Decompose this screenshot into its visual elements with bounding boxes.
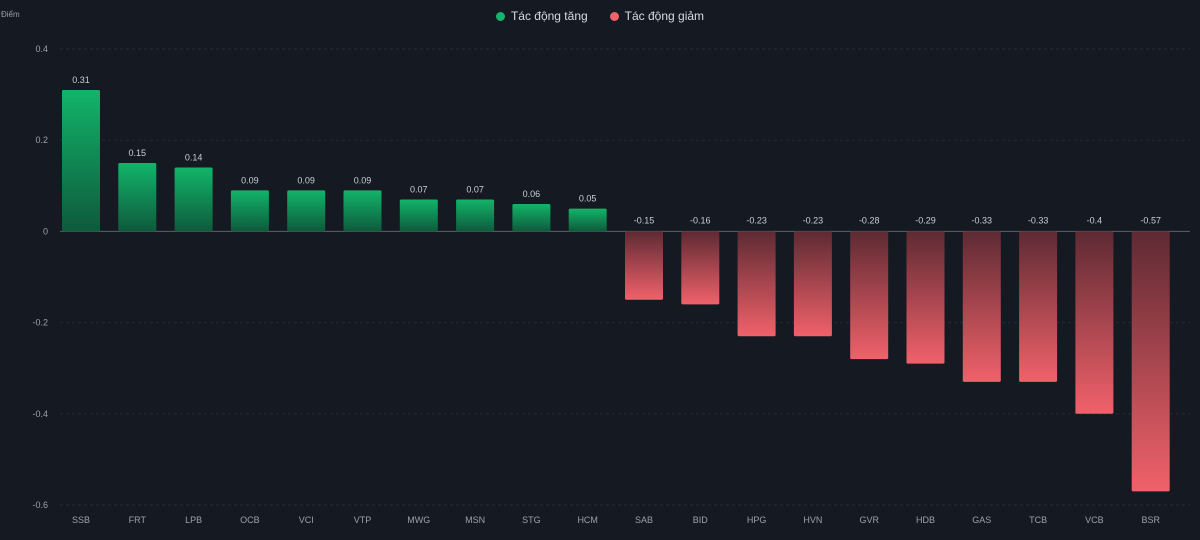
bar-msn[interactable] <box>456 199 495 232</box>
data-label-msn: 0.07 <box>466 184 484 194</box>
bar-mwg[interactable] <box>399 199 438 232</box>
data-label-mwg: 0.07 <box>410 184 428 194</box>
x-tick-label-vci: VCI <box>299 515 314 525</box>
bar-hpg[interactable] <box>737 231 776 337</box>
data-label-lpb: 0.14 <box>185 153 203 163</box>
x-tick-label-frt: FRT <box>129 515 147 525</box>
legend-label-increase: Tác động tăng <box>510 9 588 23</box>
data-label-hcm: 0.05 <box>579 194 597 204</box>
y-tick-label: -0.2 <box>32 318 48 328</box>
data-label-ssb: 0.31 <box>72 75 90 85</box>
legend-label-decrease: Tác động giảm <box>624 9 705 23</box>
legend-item-increase[interactable]: Tác động tăng <box>495 9 588 23</box>
x-tick-label-gas: GAS <box>972 515 991 525</box>
y-tick-label: -0.6 <box>32 500 48 510</box>
bar-tcb[interactable] <box>1019 231 1058 382</box>
x-tick-label-ocb: OCB <box>240 515 260 525</box>
y-axis-ticks: 0.4 0.2 0 -0.2 -0.4 -0.6 <box>32 44 48 510</box>
bars <box>62 90 1170 492</box>
data-label-stg: 0.06 <box>523 189 541 199</box>
bar-bid[interactable] <box>681 231 720 305</box>
x-axis-ticks: SSB FRT LPB OCB VCI VTP MWG MSN STG HCM SAB BID HPG H… <box>72 515 1160 525</box>
legend-item-decrease[interactable]: Tác động giảm <box>609 9 705 23</box>
data-label-bid: -0.16 <box>690 215 711 225</box>
bar-hcm[interactable] <box>568 208 607 232</box>
x-tick-label-hpg: HPG <box>747 515 767 525</box>
bar-lpb[interactable] <box>174 167 213 232</box>
x-tick-label-tcb: TCB <box>1029 515 1047 525</box>
bar-frt[interactable] <box>118 163 157 232</box>
legend: Tác động tăng Tác động giảm <box>0 9 1200 23</box>
x-tick-label-bsr: BSR <box>1141 515 1160 525</box>
bar-vtp[interactable] <box>343 190 382 232</box>
data-label-frt: 0.15 <box>129 148 147 158</box>
x-tick-label-vcb: VCB <box>1085 515 1104 525</box>
data-labels: 0.31 0.15 0.14 0.09 0.09 0.09 0.07 0.07 0.06 0.05… <box>72 75 1161 225</box>
x-tick-label-hdb: HDB <box>916 515 935 525</box>
bar-sab[interactable] <box>625 231 663 300</box>
legend-dot-increase-icon <box>495 11 505 21</box>
data-label-gas: -0.33 <box>972 215 993 225</box>
y-tick-label: -0.4 <box>32 409 48 419</box>
x-tick-label-mwg: MWG <box>407 515 430 525</box>
bar-vcb[interactable] <box>1075 231 1114 414</box>
x-tick-label-hcm: HCM <box>577 515 598 525</box>
bar-vci[interactable] <box>287 190 326 232</box>
bar-gvr[interactable] <box>850 231 889 360</box>
bar-bsr[interactable] <box>1131 231 1170 492</box>
bar-hvn[interactable] <box>793 231 832 337</box>
x-tick-label-sab: SAB <box>635 515 653 525</box>
y-tick-label: 0 <box>43 226 48 236</box>
x-tick-label-bid: BID <box>693 515 709 525</box>
data-label-ocb: 0.09 <box>241 175 259 185</box>
x-tick-label-msn: MSN <box>465 515 485 525</box>
x-tick-label-stg: STG <box>522 515 541 525</box>
data-label-hdb: -0.29 <box>915 215 936 225</box>
bar-ocb[interactable] <box>230 190 269 232</box>
data-label-vtp: 0.09 <box>354 175 372 185</box>
bar-gas[interactable] <box>962 231 1001 382</box>
x-tick-label-ssb: SSB <box>72 515 90 525</box>
data-label-sab: -0.15 <box>634 215 655 225</box>
data-label-vcb: -0.4 <box>1087 215 1103 225</box>
bar-stg[interactable] <box>512 204 551 232</box>
bar-ssb[interactable] <box>62 90 100 232</box>
y-tick-label: 0.4 <box>35 44 48 54</box>
y-axis-label: Điểm <box>1 10 20 19</box>
x-tick-label-gvr: GVR <box>859 515 879 525</box>
data-label-hvn: -0.23 <box>803 215 824 225</box>
x-tick-label-lpb: LPB <box>185 515 202 525</box>
data-label-gvr: -0.28 <box>859 215 880 225</box>
legend-dot-decrease-icon <box>609 11 619 21</box>
x-tick-label-vtp: VTP <box>354 515 372 525</box>
grid-lines <box>60 48 1190 506</box>
y-tick-label: 0.2 <box>35 135 48 145</box>
data-label-hpg: -0.23 <box>746 215 767 225</box>
x-tick-label-hvn: HVN <box>803 515 822 525</box>
data-label-vci: 0.09 <box>297 175 315 185</box>
data-label-tcb: -0.33 <box>1028 215 1049 225</box>
data-label-bsr: -0.57 <box>1140 215 1161 225</box>
bar-hdb[interactable] <box>906 231 945 364</box>
